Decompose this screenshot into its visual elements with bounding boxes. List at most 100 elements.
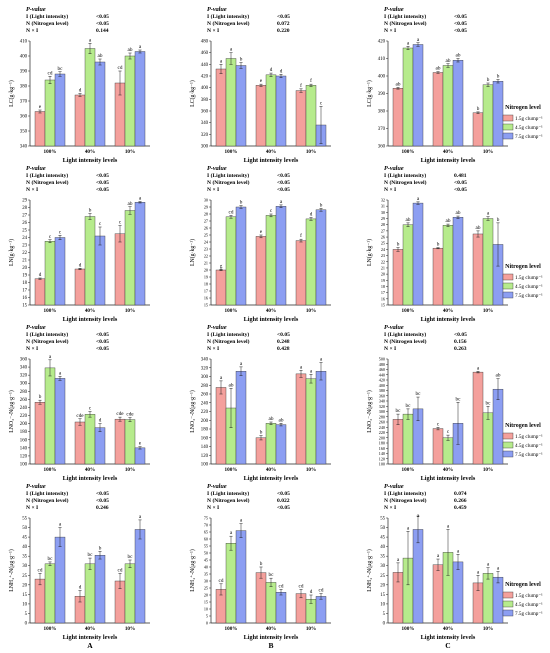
y-tick-label: 28 <box>204 212 208 217</box>
bar-40%-s2 <box>442 65 454 147</box>
x-axis-label: Light intensity levels <box>63 634 118 641</box>
pvalue-value: <0.05 <box>96 332 109 338</box>
y-tick-label: 30 <box>204 579 208 584</box>
significance-letter: a <box>139 196 142 202</box>
bar-10%-s3 <box>315 371 327 465</box>
y-tick-label: 50 <box>204 551 208 556</box>
pvalue-value: 0.481 <box>454 173 467 179</box>
pvalue-term: I (Light intensity) <box>207 172 249 179</box>
significance-letter: a <box>457 548 460 554</box>
bar-100%-s3 <box>54 73 66 147</box>
pvalue-title: P-value <box>384 6 404 13</box>
significance-letter: ab <box>456 53 461 59</box>
significance-letter: a <box>497 565 500 571</box>
y-tick-label: 45 <box>380 536 385 541</box>
y-tick-label: 5 <box>383 612 386 617</box>
x-axis-label: Light intensity levels <box>63 475 118 482</box>
pvalue-term: I (Light intensity) <box>384 13 426 20</box>
bar-40%-s3 <box>452 217 464 306</box>
bar-10%-s1 <box>114 418 126 465</box>
pvalue-value: <0.05 <box>277 505 290 511</box>
pvalue-value: <0.05 <box>96 21 109 27</box>
y-tick-label: 30 <box>380 564 385 569</box>
bar-10%-s3 <box>134 447 146 465</box>
x-tick-label: 40% <box>85 149 95 155</box>
bar-10%-s2 <box>124 419 136 465</box>
bar-10%-s3 <box>315 596 327 624</box>
y-tick-label: 380 <box>20 85 28 90</box>
significance-letter: bc <box>406 403 412 409</box>
pvalue-title: P-value <box>207 165 227 172</box>
pvalue-value: 0.459 <box>454 505 467 511</box>
pvalue-term: I (Light intensity) <box>207 13 249 20</box>
x-tick-label: 10% <box>483 467 493 473</box>
pvalue-term: N × I <box>384 28 396 34</box>
pvalue-term: N (Nitrogen level) <box>384 497 427 504</box>
significance-letter: a <box>487 562 490 568</box>
bar-10%-s2 <box>305 218 317 306</box>
y-tick-label: 180 <box>201 428 209 433</box>
y-tick-label: 200 <box>201 419 209 424</box>
significance-letter: f <box>310 77 312 84</box>
pvalue-term: N (Nitrogen level) <box>207 20 250 27</box>
bar-100%-s1 <box>34 278 46 306</box>
y-tick-label: 70 <box>204 523 208 528</box>
bar-10%-s3 <box>492 81 504 147</box>
significance-letter: c <box>437 421 440 427</box>
bar-100%-s2 <box>44 563 56 624</box>
legend-item: 4.5g clump⁻¹ <box>515 443 543 449</box>
y-tick-label: 390 <box>378 92 386 97</box>
significance-letter: ab <box>456 210 461 216</box>
significance-letter: a <box>89 37 92 43</box>
y-tick-label: 400 <box>20 55 28 60</box>
y-tick-label: 360 <box>201 110 209 115</box>
y-tick-label: 10 <box>204 607 208 612</box>
significance-letter: a <box>240 518 243 524</box>
legend-swatch <box>502 441 514 449</box>
pvalue-value: <0.05 <box>96 173 109 179</box>
pvalue-value: <0.05 <box>96 339 109 345</box>
bar-100%-s2 <box>402 413 414 465</box>
bar-100%-s1 <box>215 68 227 147</box>
bar-100%-s3 <box>412 44 424 147</box>
legend-item: 7.5g clump⁻¹ <box>515 611 543 617</box>
x-tick-label: 40% <box>443 626 453 632</box>
pvalue-term: N × I <box>207 346 219 352</box>
significance-letter: b <box>497 74 500 80</box>
pvalue-term: N × I <box>384 187 396 193</box>
x-tick-label: 10% <box>306 308 316 314</box>
y-tick-label: 140 <box>379 451 385 456</box>
legend-item: 4.5g clump⁻¹ <box>515 602 543 608</box>
pvalue-term: I (Light intensity) <box>26 13 68 20</box>
pvalue-term: I (Light intensity) <box>207 331 249 338</box>
legend-swatch <box>502 591 514 599</box>
bar-100%-s1 <box>215 269 227 306</box>
y-tick-label: 360 <box>379 393 385 398</box>
significance-letter: d <box>270 67 273 73</box>
y-axis-label: LNO₃⁻-N(μg·g⁻¹) <box>189 390 196 433</box>
significance-letter: cd <box>118 567 123 573</box>
legend-row-2: Nitrogen level 1.5g clump⁻¹ 4.5g clump⁻¹ 7.… <box>502 264 543 299</box>
legend-swatch <box>502 282 514 290</box>
y-tick-label: 380 <box>379 388 385 393</box>
x-axis-label: Light intensity levels <box>63 316 118 323</box>
significance-letter: b <box>487 77 490 83</box>
x-tick-label: 10% <box>306 467 316 473</box>
pvalue-title: P-value <box>207 6 227 13</box>
significance-letter: d <box>39 272 42 278</box>
legend-item: 1.5g clump⁻¹ <box>515 116 543 122</box>
y-tick-label: 16 <box>22 296 27 301</box>
y-tick-label: 5 <box>206 614 208 619</box>
pvalue-value: <0.05 <box>96 346 109 352</box>
bar-100%-s1 <box>34 111 46 147</box>
y-tick-label: 19 <box>22 274 27 279</box>
bar-40%-s3 <box>94 555 106 624</box>
y-tick-label: 380 <box>201 98 209 103</box>
significance-letter: cd <box>48 70 53 76</box>
legend-row-4: Nitrogen level 1.5g clump⁻¹ 4.5g clump⁻¹ 7.… <box>502 582 543 617</box>
y-tick-label: 320 <box>201 133 209 138</box>
y-axis-label: LC(g·kg⁻¹) <box>366 80 373 107</box>
pvalue-value: <0.05 <box>277 173 290 179</box>
pvalue-term: N (Nitrogen level) <box>26 179 69 186</box>
